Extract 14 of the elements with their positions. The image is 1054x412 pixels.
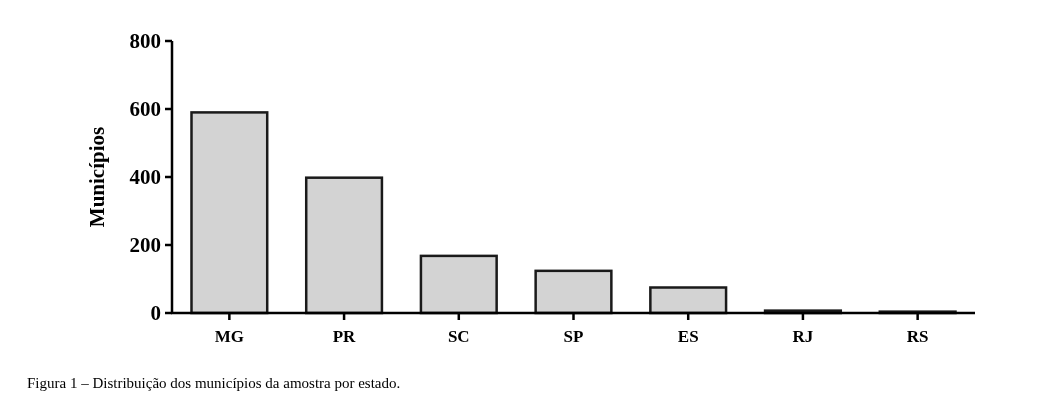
y-axis-title: Municípios bbox=[85, 126, 109, 228]
x-tick-label: SC bbox=[447, 327, 470, 346]
x-tick-label: ES bbox=[677, 327, 699, 346]
x-tick-label: MG bbox=[214, 327, 244, 346]
y-tick-label: 400 bbox=[129, 165, 161, 190]
x-tick-label: RJ bbox=[792, 327, 814, 346]
text: Figura 1 – Distribuição dos municípios da amostra por estado. bbox=[27, 375, 401, 391]
y-tick-label: 200 bbox=[129, 233, 161, 258]
y-tick-label: 600 bbox=[129, 97, 161, 122]
y-tick-label: 800 bbox=[129, 29, 161, 54]
y-tick-label: 0 bbox=[150, 301, 161, 326]
x-tick-label: PR bbox=[332, 327, 357, 346]
x-tick-label: SP bbox=[563, 327, 584, 346]
x-tick-label: RS bbox=[906, 327, 929, 346]
